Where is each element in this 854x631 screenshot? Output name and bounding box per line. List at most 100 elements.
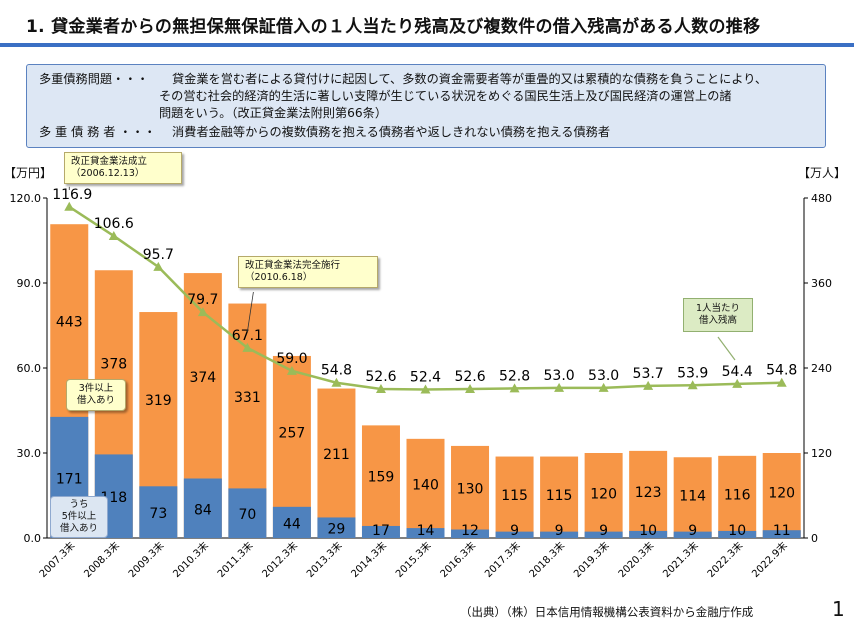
bar-five-plus-label: 10 (728, 523, 746, 539)
bar-five-plus-label: 70 (238, 507, 256, 523)
line-point (153, 261, 164, 271)
bar-five-plus (183, 478, 222, 538)
line-value-label: 52.8 (499, 368, 530, 384)
bar-three-plus-label: 130 (457, 482, 484, 498)
bar-three-plus-label: 378 (100, 356, 127, 372)
annotation-five-plus-line-1: うち (69, 499, 89, 510)
bar-three-plus-label: 159 (368, 470, 395, 486)
x-tick-label: 2022.3末 (704, 539, 745, 580)
source-note: （出典）（株）日本信用情報機構公表資料から金融庁作成 (460, 605, 754, 619)
annotation-balance-line-1: 1人当たり (695, 303, 741, 314)
annotation-reform-full-label: 改正貸金業法完全施行 (245, 260, 341, 271)
annotation-three-plus: 3件以上 借入あり (66, 379, 126, 411)
bar-five-plus-label: 12 (461, 523, 479, 539)
bar-five-plus-label: 11 (773, 523, 791, 539)
bar-three-plus-label: 257 (279, 425, 306, 441)
right-axis-unit: 【万人】 (798, 166, 847, 180)
bar-three-plus-label: 211 (323, 447, 350, 463)
x-tick-label: 2007.3末 (36, 539, 77, 580)
line-point (197, 307, 208, 317)
definition-term-debtor: 多 重 債 務 者 ・・・ (39, 125, 156, 139)
bar-five-plus-label: 9 (555, 523, 564, 539)
reform-full-pointer (246, 291, 254, 332)
x-tick-label: 2015.3末 (393, 539, 434, 580)
bar-three-plus-label: 115 (501, 488, 528, 504)
right-axis-tick-label: 240 (811, 362, 832, 375)
left-axis-tick-label: 90.0 (17, 277, 42, 290)
annotation-three-plus-line-1: 3件以上 (78, 383, 114, 394)
left-axis-tick-label: 60.0 (17, 362, 42, 375)
line-value-label: 53.7 (633, 366, 664, 382)
line-point (375, 383, 386, 393)
annotation-balance-line-2: 借入残高 (698, 315, 737, 326)
line-value-label: 67.1 (232, 328, 263, 344)
bar-five-plus (762, 530, 801, 538)
x-tick-label: 2008.3末 (81, 539, 122, 580)
bar-three-plus-label: 331 (234, 390, 261, 406)
annotation-five-plus: うち 5件以上 借入あり (50, 496, 108, 538)
line-point (242, 342, 253, 352)
line-value-label: 59.0 (276, 351, 307, 367)
bar-five-plus (317, 517, 356, 538)
line-point (554, 382, 565, 392)
bar-five-plus (540, 531, 579, 538)
line-point (108, 230, 119, 240)
annotation-reform-full-date: （2010.6.18） (245, 272, 313, 283)
bar-three-plus-label: 114 (679, 488, 706, 504)
bar-five-plus-label: 10 (639, 523, 657, 539)
line-value-label: 52.6 (454, 369, 485, 385)
bar-three-plus-label: 115 (546, 488, 573, 504)
line-point (598, 382, 609, 392)
line-point (465, 383, 476, 393)
bar-five-plus-label: 9 (599, 523, 608, 539)
right-axis-tick-label: 120 (811, 447, 832, 460)
bar-five-plus (673, 531, 712, 538)
line-point (64, 201, 75, 211)
bar-five-plus-label: 84 (194, 502, 212, 518)
annotation-reform-enacted-label: 改正貸金業法成立 (71, 156, 148, 167)
annotation-reform-full: 改正貸金業法完全施行 （2010.6.18） (238, 256, 378, 288)
line-value-label: 95.7 (143, 247, 174, 263)
bar-three-plus (673, 457, 712, 538)
bar-three-plus-label: 120 (590, 486, 617, 502)
x-tick-label: 2011.3末 (214, 539, 255, 580)
x-tick-label: 2013.3末 (304, 539, 345, 580)
definition-box: 多重債務問題・・・ 貸金業を営む者による貸付けに起因して、多数の資金需要者等が重… (26, 64, 826, 148)
x-tick-label: 2009.3末 (125, 539, 166, 580)
bar-three-plus-label: 140 (412, 477, 439, 493)
x-tick-label: 2010.3末 (170, 539, 211, 580)
bar-five-plus (228, 488, 267, 538)
x-tick-label: 2017.3末 (482, 539, 523, 580)
bar-five-plus (361, 525, 400, 538)
page-title: 1. 貸金業者からの無担保無保証借入の１人当たり残高及び複数件の借入残高がある人… (26, 17, 761, 37)
line-value-label: 54.8 (321, 363, 352, 379)
x-tick-label: 2022.9末 (749, 539, 790, 580)
line-point (732, 378, 743, 388)
left-axis-tick-label: 30.0 (17, 447, 42, 460)
left-axis-tick-label: 120.0 (10, 192, 42, 205)
x-tick-label: 2018.3末 (526, 539, 567, 580)
bar-five-plus (139, 486, 178, 538)
bar-three-plus (495, 456, 534, 538)
bar-three-plus (406, 438, 445, 538)
line-value-label: 52.4 (410, 370, 441, 386)
definition-text-line-2: その営む社会的経済的生活に著しい支障が生じている状況をめぐる国民生活上及び国民経… (159, 89, 732, 103)
bar-five-plus (451, 529, 490, 538)
x-tick-label: 2014.3末 (348, 539, 389, 580)
bar-five-plus-label: 171 (56, 471, 83, 487)
bar-three-plus-label: 374 (189, 370, 216, 386)
line-value-label: 106.6 (94, 216, 134, 232)
bar-three-plus (629, 450, 668, 538)
line-value-label: 53.0 (588, 368, 619, 384)
definition-text-debtor: 消費者金融等からの複数債務を抱える債務者や返しきれない債務を抱える債務者 (172, 125, 611, 139)
annotation-balance-label: 1人当たり 借入残高 (683, 298, 753, 332)
line-point (776, 377, 787, 387)
line-point (331, 377, 342, 387)
right-axis-tick-label: 360 (811, 277, 832, 290)
bar-three-plus-label: 116 (724, 487, 751, 503)
line-value-label: 79.7 (187, 292, 218, 308)
x-tick-label: 2016.3末 (437, 539, 478, 580)
annotation-reform-enacted: 改正貸金業法成立 （2006.12.13） (64, 152, 182, 184)
line-value-label: 52.6 (365, 369, 396, 385)
